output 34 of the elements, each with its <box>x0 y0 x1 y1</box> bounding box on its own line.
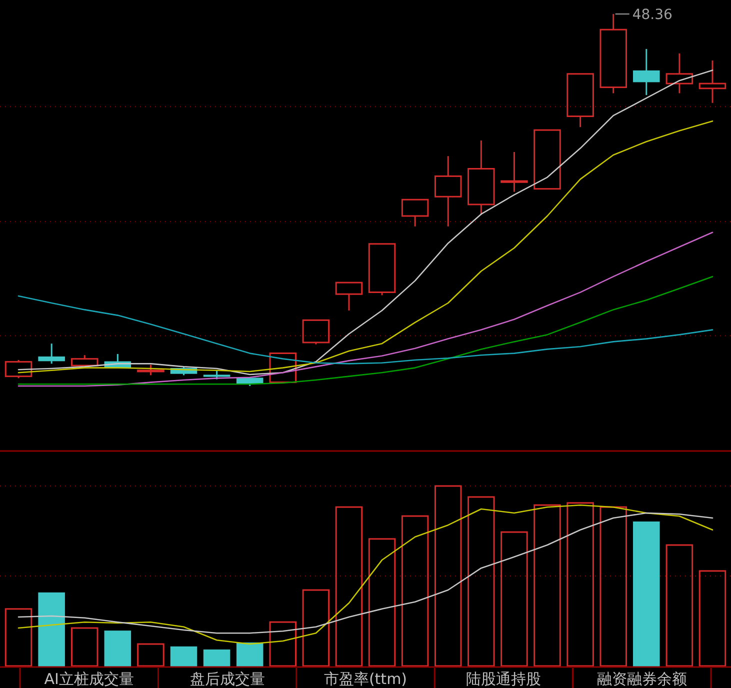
text: 陆股通持股 <box>466 670 542 688</box>
bar <box>566 502 594 667</box>
candlestick <box>633 48 660 96</box>
text: 融资融券余额 <box>596 670 687 688</box>
bar <box>401 515 429 667</box>
bar <box>368 538 396 667</box>
bar <box>302 589 330 667</box>
bar <box>534 504 561 667</box>
candlestick <box>434 155 462 228</box>
candlestick <box>698 60 726 104</box>
bar <box>236 642 264 666</box>
bar <box>633 522 660 666</box>
bar <box>4 608 32 667</box>
text: 市盈率(ttm) <box>324 670 408 688</box>
bar <box>335 506 363 667</box>
annotation: 48.36 <box>632 7 673 23</box>
bar <box>38 592 65 666</box>
bar <box>666 544 694 667</box>
text: AI立桩成交量 <box>44 670 134 688</box>
bar <box>70 627 98 667</box>
bar <box>468 496 495 667</box>
bar <box>269 621 297 667</box>
candlestick <box>500 151 528 193</box>
text: 盘后成交量 <box>190 670 265 688</box>
candlestick <box>468 140 495 216</box>
bar <box>600 506 627 667</box>
bar <box>170 646 198 666</box>
candlestick <box>666 52 694 94</box>
bar <box>434 485 462 667</box>
bar <box>104 630 132 666</box>
bar <box>698 570 726 667</box>
bar <box>500 531 528 667</box>
bar <box>137 643 164 667</box>
bar <box>203 649 230 666</box>
